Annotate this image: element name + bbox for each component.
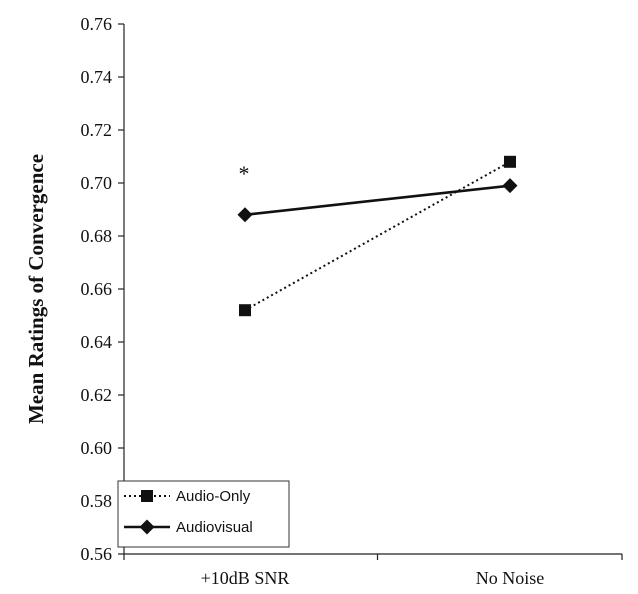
data-point-audio-only	[504, 155, 516, 168]
series-audio-only	[239, 155, 516, 317]
y-tick-label: 0.66	[81, 279, 113, 299]
y-tick-label: 0.58	[81, 491, 113, 511]
x-ticks: +10dB SNR No Noise	[123, 554, 623, 588]
y-tick-label: 0.72	[81, 120, 113, 140]
y-tick-label: 0.76	[81, 14, 113, 34]
y-tick-label: 0.74	[81, 67, 113, 87]
y-tick-label: 0.60	[81, 438, 113, 458]
legend-label-audio-only: Audio-Only	[176, 488, 251, 505]
y-tick-label: 0.62	[81, 385, 113, 405]
y-axis-title: Mean Ratings of Convergence	[24, 154, 48, 424]
series-line-audio-only	[244, 160, 511, 312]
x-tick-label: +10dB SNR	[201, 568, 290, 588]
legend-marker-audiovisual	[139, 519, 155, 535]
annotation-layer: *	[239, 161, 250, 186]
legend: Audio-Only Audiovisual	[117, 480, 290, 548]
legend-label-audiovisual: Audiovisual	[176, 519, 253, 536]
legend-marker-audio-only	[141, 490, 153, 502]
x-tick-label: No Noise	[476, 568, 545, 588]
y-tick-label: 0.68	[81, 226, 113, 246]
data-point-audio-only	[239, 304, 251, 317]
series-line-audiovisual	[244, 184, 511, 217]
y-tick-label: 0.56	[81, 544, 113, 564]
data-point-audiovisual	[237, 207, 253, 223]
series-audiovisual	[237, 178, 518, 223]
series-layer	[237, 155, 518, 317]
y-tick-label: 0.70	[81, 173, 113, 193]
data-point-audiovisual	[502, 178, 518, 194]
y-ticks: 0.56 0.58 0.60 0.62 0.64 0.66 0.68 0.70 0.72 0.74…	[81, 14, 124, 564]
significance-marker: *	[239, 161, 250, 186]
y-tick-label: 0.64	[81, 332, 113, 352]
